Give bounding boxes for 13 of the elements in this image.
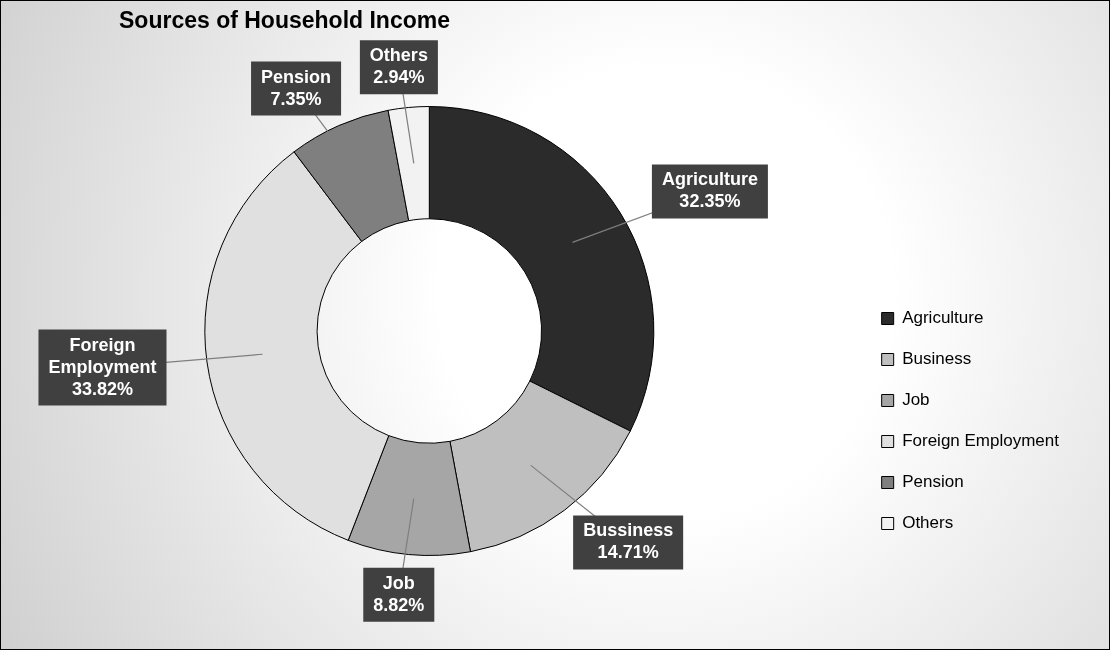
legend-label: Agriculture [902,308,984,328]
data-label: Foreign Employment 33.82% [48,334,157,399]
chart-title: Sources of Household Income [119,7,450,34]
legend-label: Foreign Employment [902,431,1060,451]
data-label: Pension 7.35% [261,66,332,109]
legend-label: Pension [902,472,964,492]
data-label: Job 8.82% [373,572,425,615]
data-label: Bussiness 14.71% [583,520,674,563]
data-label: Others 2.94% [369,45,428,88]
legend-label: Job [902,390,930,410]
data-label: Agriculture 32.35% [661,169,758,212]
legend-label: Others [902,513,954,533]
legend-label: Business [902,349,972,369]
